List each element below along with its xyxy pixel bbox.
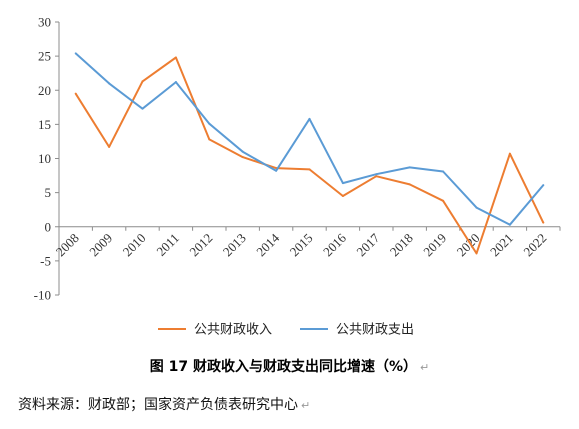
source-note: 资料来源：财政部；国家资产负债表研究中心 ↵ <box>18 394 310 414</box>
data-point-series-2 <box>308 117 311 120</box>
data-point-series-1 <box>542 221 545 224</box>
data-point-series-1 <box>241 156 244 159</box>
data-point-series-2 <box>442 170 445 173</box>
y-tick-label: 30 <box>38 15 51 30</box>
data-point-series-1 <box>442 199 445 202</box>
x-tick-label: 2018 <box>387 230 416 259</box>
legend-label: 公共财政支出 <box>336 323 414 338</box>
x-tick-label: 2013 <box>220 230 249 259</box>
data-point-series-2 <box>74 52 77 55</box>
legend: 公共财政收入 公共财政支出 <box>158 323 414 338</box>
data-point-series-1 <box>141 80 144 83</box>
y-axis: -10 -5 0 5 10 15 20 25 30 <box>34 15 60 303</box>
x-tick-label: 2009 <box>86 230 115 259</box>
data-point-series-2 <box>375 173 378 176</box>
x-tick-label: 2015 <box>287 230 316 259</box>
data-point-series-1 <box>341 195 344 198</box>
paragraph-mark-icon: ↵ <box>301 399 311 412</box>
data-point-series-2 <box>108 82 111 85</box>
y-tick-label: 15 <box>38 117 51 132</box>
y-tick-label: 5 <box>45 185 52 200</box>
y-tick-label: 25 <box>38 49 51 64</box>
paragraph-mark-icon: ↵ <box>420 361 430 374</box>
data-point-series-2 <box>141 107 144 110</box>
data-point-series-1 <box>308 168 311 171</box>
data-point-series-1 <box>174 56 177 59</box>
data-point-series-1 <box>375 175 378 178</box>
x-tick-label: 2021 <box>487 230 516 259</box>
data-point-series-2 <box>275 169 278 172</box>
data-point-series-2 <box>542 184 545 187</box>
figure-caption: 图 17 财政收入与财政支出同比增速（%） ↵ <box>0 356 579 376</box>
data-point-series-2 <box>174 81 177 84</box>
x-tick-label: 2020 <box>454 230 483 259</box>
y-tick-label: -10 <box>34 288 51 303</box>
data-point-series-2 <box>208 122 211 125</box>
y-tick-label: 0 <box>45 219 52 234</box>
data-point-series-1 <box>475 252 478 255</box>
data-point-series-1 <box>208 138 211 141</box>
data-point-series-1 <box>508 152 511 155</box>
data-point-series-2 <box>475 206 478 209</box>
x-tick-label: 2011 <box>153 230 182 259</box>
x-axis-tick-labels: 2008 2009 2010 2011 2012 2013 2014 2015 2016 2017… <box>53 230 550 259</box>
x-tick-label: 2014 <box>253 230 282 259</box>
x-tick-label: 2016 <box>320 230 349 259</box>
data-point-series-2 <box>241 150 244 153</box>
figure-caption-text: 图 17 财政收入与财政支出同比增速（%） <box>149 359 418 375</box>
series-lines <box>74 52 545 255</box>
x-tick-label: 2019 <box>420 230 449 259</box>
data-point-series-1 <box>108 145 111 148</box>
data-point-series-2 <box>408 166 411 169</box>
x-tick-label: 2022 <box>520 230 549 259</box>
y-tick-label: 20 <box>38 83 51 98</box>
x-tick-label: 2017 <box>353 230 382 259</box>
x-tick-label: 2012 <box>186 230 215 259</box>
data-point-series-1 <box>408 183 411 186</box>
data-point-series-2 <box>508 223 511 226</box>
y-tick-label: -5 <box>40 253 51 268</box>
data-point-series-1 <box>74 92 77 95</box>
x-tick-label: 2010 <box>120 230 149 259</box>
source-note-text: 资料来源：财政部；国家资产负债表研究中心 <box>18 397 298 413</box>
x-axis-zero-line <box>58 226 561 231</box>
legend-label: 公共财政收入 <box>194 323 272 338</box>
y-tick-label: 10 <box>38 151 51 166</box>
data-point-series-2 <box>341 182 344 185</box>
series-line-1 <box>74 56 545 255</box>
x-tick-label: 2008 <box>53 230 82 259</box>
